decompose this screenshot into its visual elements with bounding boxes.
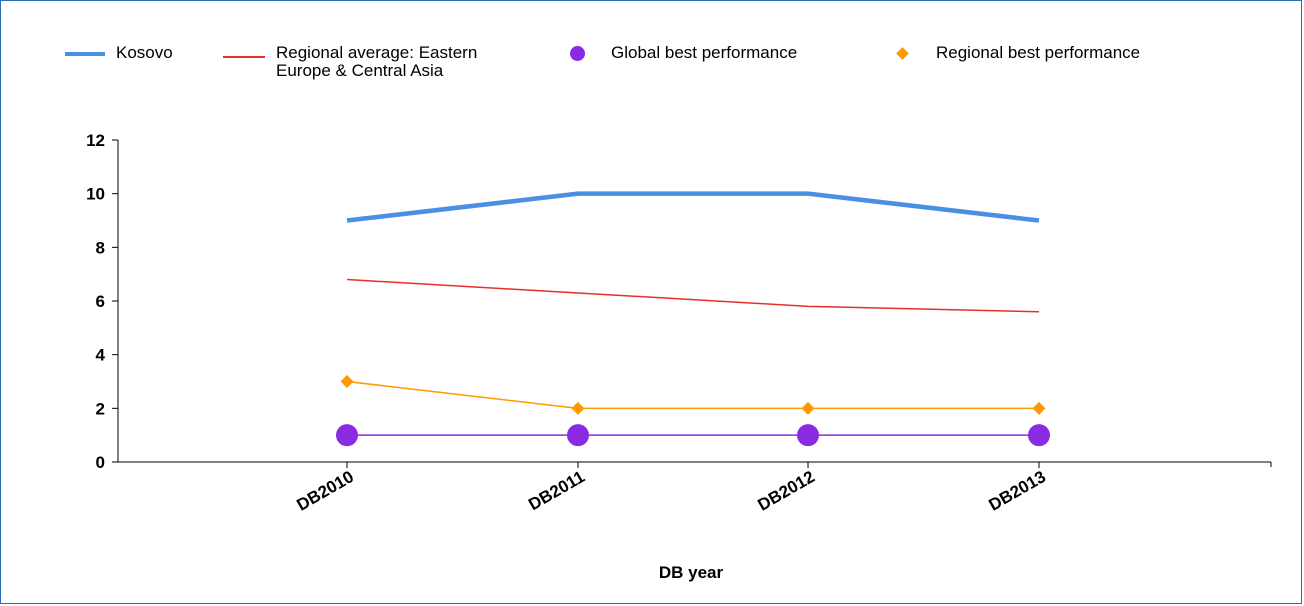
series-point-global-best-performance (797, 424, 819, 447)
legend-swatch-regional-average (223, 56, 265, 58)
series-line-regional-average-eastern-europe-central-asia (346, 278, 1040, 313)
series-point-regional-best-performance (571, 401, 585, 415)
legend-label-kosovo: Kosovo (116, 43, 173, 62)
x-tick-label: DB2011 (525, 467, 588, 514)
y-tick-label: 2 (96, 399, 105, 418)
x-tick-label: DB2010 (293, 467, 357, 515)
series-line-regional-best-performance (346, 380, 1039, 410)
series-layer (336, 191, 1050, 447)
y-tick-label: 0 (96, 453, 105, 472)
y-tick-label: 10 (86, 185, 105, 204)
series-point-global-best-performance (1028, 424, 1050, 447)
y-tick-label: 12 (86, 131, 105, 150)
x-axis-title: DB year (659, 563, 724, 582)
legend-label-regional-average-line2: Europe & Central Asia (276, 61, 444, 80)
y-tick-label: 6 (96, 292, 105, 311)
series-point-global-best-performance (567, 424, 589, 447)
y-tick-label: 4 (96, 346, 106, 365)
legend-swatch-global-best (570, 46, 585, 61)
series-point-regional-best-performance (801, 401, 815, 415)
legend-label-regional-best: Regional best performance (936, 43, 1141, 62)
legend-label-regional-average-line1: Regional average: Eastern (276, 43, 478, 62)
series-point-global-best-performance (336, 424, 358, 447)
axes: 0 2 4 6 8 10 12 DB2010 DB2011 DB2012 DB2013 (86, 131, 1272, 515)
series-point-regional-best-performance (340, 375, 354, 388)
series-line-kosovo (346, 191, 1040, 223)
x-tick-label: DB2013 (985, 467, 1049, 515)
y-tick-label: 8 (96, 238, 105, 257)
series-point-regional-best-performance (1032, 401, 1046, 415)
legend-swatch-kosovo (65, 52, 105, 56)
x-tick-label: DB2012 (754, 467, 818, 515)
legend-label-global-best: Global best performance (611, 43, 798, 62)
